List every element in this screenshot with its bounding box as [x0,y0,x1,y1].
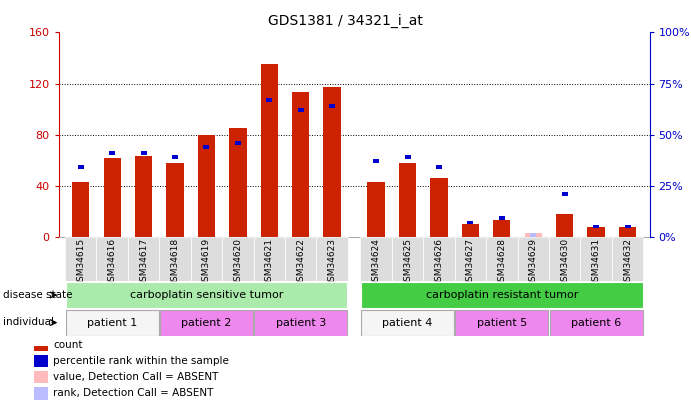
Bar [135,156,152,237]
Bar [34,371,48,383]
Bar [436,165,442,169]
Bar [430,178,448,237]
Text: count: count [53,339,82,350]
Bar [292,92,310,237]
Text: GSM34630: GSM34630 [560,238,569,288]
Text: patient 4: patient 4 [382,318,433,328]
Text: GSM34629: GSM34629 [529,238,538,287]
Text: GSM34625: GSM34625 [403,238,412,287]
Bar [361,282,643,308]
Text: GSM34631: GSM34631 [591,238,600,288]
Bar [254,309,347,336]
Bar [368,182,385,237]
Bar [34,355,48,367]
Text: GSM34617: GSM34617 [139,238,148,288]
Bar [229,128,247,237]
Bar [424,237,455,281]
Bar [524,233,542,237]
Bar [562,192,568,196]
Bar [530,233,536,237]
Text: GSM34626: GSM34626 [435,238,444,287]
Text: GDS1381 / 34321_i_at: GDS1381 / 34321_i_at [268,14,423,28]
Bar [104,158,121,237]
Text: GSM34621: GSM34621 [265,238,274,287]
Text: GSM34627: GSM34627 [466,238,475,287]
Bar [329,104,335,108]
Text: individual: individual [3,318,55,327]
Text: rank, Detection Call = ABSENT: rank, Detection Call = ABSENT [53,388,214,399]
Text: percentile rank within the sample: percentile rank within the sample [53,356,229,366]
Text: GSM34622: GSM34622 [296,238,305,287]
Bar [261,64,278,237]
Text: GSM34624: GSM34624 [372,238,381,287]
Bar [316,237,348,281]
Bar [160,237,191,281]
Bar [549,309,643,336]
Bar [140,151,146,155]
Bar [198,134,215,237]
Bar [222,237,254,281]
Bar [467,221,473,224]
Text: patient 6: patient 6 [571,318,621,328]
Bar [373,159,379,163]
Bar [266,98,272,102]
Text: carboplatin resistant tumor: carboplatin resistant tumor [426,290,578,300]
Text: GSM34632: GSM34632 [623,238,632,287]
Bar [203,145,209,149]
Bar [625,225,631,228]
Bar [499,216,505,220]
Text: GSM34619: GSM34619 [202,238,211,288]
Text: value, Detection Call = ABSENT: value, Detection Call = ABSENT [53,372,218,382]
Text: disease state: disease state [3,290,73,300]
Bar [235,141,241,145]
Text: GSM34615: GSM34615 [76,238,85,288]
Bar [455,309,549,336]
Bar [587,227,605,237]
Bar [160,309,253,336]
Bar [285,237,316,281]
Bar [34,387,48,400]
Bar [455,237,486,281]
Text: GSM34628: GSM34628 [498,238,507,287]
Bar [361,237,392,281]
Bar [34,338,48,351]
Bar [65,237,97,281]
Bar [128,237,160,281]
Text: patient 3: patient 3 [276,318,326,328]
Text: GSM34620: GSM34620 [234,238,243,287]
Bar [66,282,347,308]
Bar [109,151,115,155]
Bar [66,309,159,336]
Bar [462,224,479,237]
Text: GSM34623: GSM34623 [328,238,337,287]
Bar [493,220,511,237]
Bar [619,227,636,237]
Text: carboplatin sensitive tumor: carboplatin sensitive tumor [130,290,283,300]
Text: patient 2: patient 2 [181,318,231,328]
Text: patient 5: patient 5 [477,318,527,328]
Bar [72,182,89,237]
Bar [254,237,285,281]
Text: GSM34616: GSM34616 [108,238,117,288]
Bar [172,155,178,159]
Bar [191,237,222,281]
Bar [556,214,574,237]
Bar [77,165,84,169]
Bar [404,155,410,159]
Bar [97,237,128,281]
Bar [399,163,416,237]
Bar [580,237,612,281]
Bar [361,309,454,336]
Bar [549,237,580,281]
Bar [298,108,304,112]
Bar [612,237,643,281]
Bar [167,163,184,237]
Bar [392,237,424,281]
Bar [518,237,549,281]
Text: patient 1: patient 1 [87,318,138,328]
Bar [323,87,341,237]
Text: GSM34618: GSM34618 [171,238,180,288]
Bar [486,237,518,281]
Bar [593,225,599,228]
